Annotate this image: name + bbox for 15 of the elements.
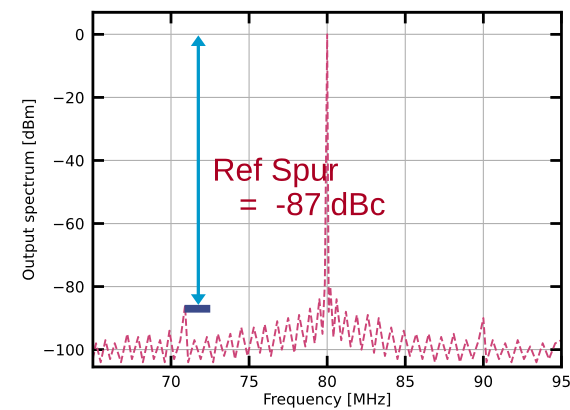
y-tick-label: −100: [44, 344, 84, 356]
x-tick-label: 85: [396, 376, 414, 388]
line-series: [92, 33, 562, 364]
y-axis-title: Output spectrum [dBm]: [22, 100, 38, 280]
x-tick-label: 90: [474, 376, 492, 388]
x-tick-label: 95: [552, 376, 570, 388]
y-tick-label: −40: [54, 154, 84, 166]
x-axis-title: Frequency [MHz]: [264, 392, 390, 408]
y-tick-label: −60: [54, 218, 84, 230]
y-tick-label: −20: [54, 92, 84, 104]
x-tick-label: 80: [318, 376, 336, 388]
x-tick-label: 70: [162, 376, 180, 388]
y-tick-label: 0: [76, 28, 84, 40]
x-tick-label: 75: [240, 376, 258, 388]
y-tick-label: −80: [54, 281, 84, 293]
